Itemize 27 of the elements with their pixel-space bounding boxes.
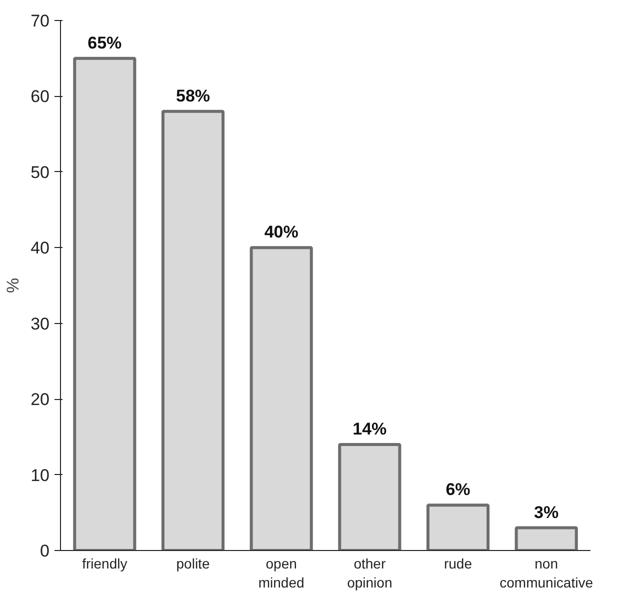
- bar: [161, 110, 225, 550]
- y-tick-label: 50: [30, 162, 50, 182]
- bar: [250, 246, 313, 550]
- data-label: 14%: [352, 420, 387, 438]
- bar: [338, 443, 402, 550]
- y-tick-label: 10: [30, 466, 50, 485]
- data-label: 3%: [534, 502, 559, 522]
- x-tick-label: friendly: [82, 556, 128, 572]
- y-tick-label: 70: [30, 12, 50, 30]
- x-tick-label: polite: [176, 556, 210, 572]
- bar: [73, 56, 136, 550]
- y-tick-label: 40: [30, 238, 50, 258]
- bar: [426, 504, 490, 550]
- bar: [514, 526, 578, 550]
- x-tick-label: open minded: [258, 556, 304, 591]
- data-label: 65%: [88, 33, 122, 52]
- x-tick-label: other opinion: [347, 556, 392, 591]
- y-tick-label: 20: [30, 390, 50, 410]
- y-tick-label: 60: [30, 87, 50, 106]
- x-tick-label: rude: [444, 556, 472, 572]
- y-tick-label: 30: [30, 314, 50, 334]
- data-label: 6%: [446, 480, 470, 500]
- x-tick-label: non communicative: [500, 556, 594, 591]
- y-axis-title: %: [4, 278, 23, 294]
- y-tick-label: 0: [40, 542, 50, 560]
- data-label: 58%: [176, 86, 210, 106]
- data-label: 40%: [264, 222, 298, 242]
